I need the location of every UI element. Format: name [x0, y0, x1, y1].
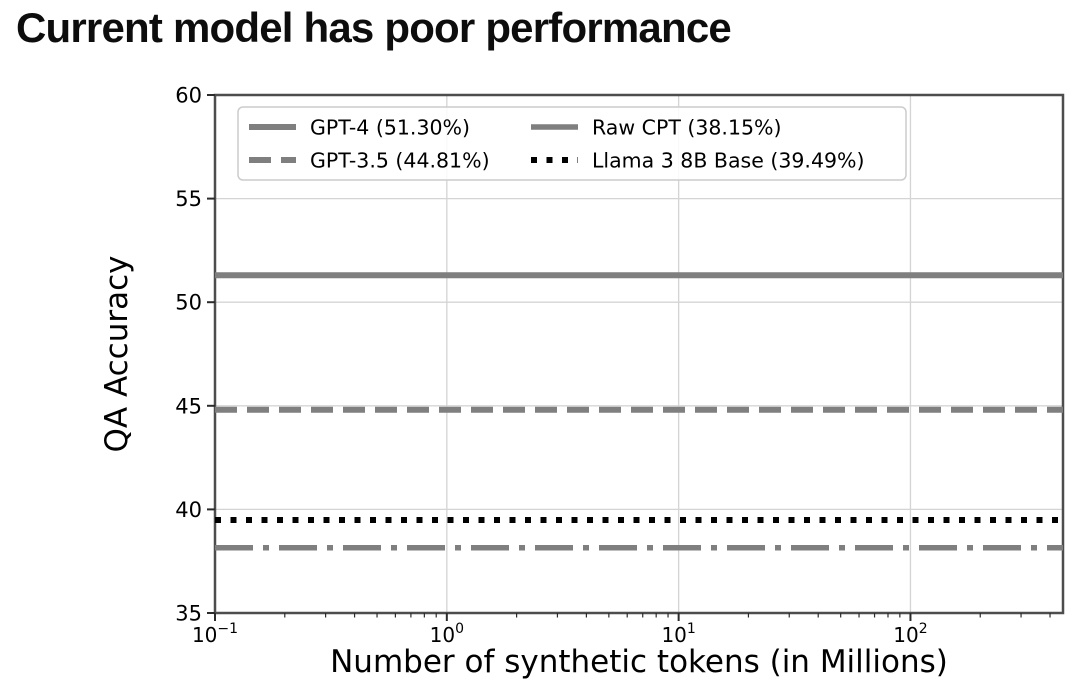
- y-tick-label: 60: [175, 84, 202, 108]
- x-tick-label: 102: [893, 621, 927, 647]
- legend-label: Raw CPT (38.15%): [592, 116, 782, 140]
- y-tick-label: 45: [175, 394, 202, 418]
- y-tick-label: 55: [175, 187, 202, 211]
- legend-label: GPT-4 (51.30%): [310, 116, 470, 140]
- y-tick-label: 50: [175, 291, 202, 315]
- plot-border: [213, 93, 1065, 615]
- plot-border-layer: [213, 93, 1065, 615]
- legend-label: Llama 3 8B Base (39.49%): [592, 149, 865, 173]
- x-tick-label: 101: [661, 621, 695, 647]
- series-layer: [215, 272, 1063, 551]
- legend-box: [237, 106, 907, 181]
- legend-label: GPT-3.5 (44.81%): [310, 149, 490, 173]
- y-tick-label: 35: [175, 602, 202, 626]
- x-axis-label: Number of synthetic tokens (in Millions): [330, 644, 948, 680]
- legend-layer: GPT-4 (51.30%) GPT-3.5 (44.81%) Raw CPT (3…: [237, 106, 907, 181]
- tick-layer: 35 40 45 50 55 60 10−1 100 101 102: [175, 84, 1051, 647]
- grid-layer: [215, 95, 1063, 613]
- x-tick-label: 10−1: [192, 621, 238, 647]
- x-tick-label: 100: [430, 621, 464, 647]
- page-title: Current model has poor performance: [16, 4, 732, 51]
- y-axis-label: QA Accuracy: [99, 256, 135, 453]
- y-tick-label: 40: [175, 498, 202, 522]
